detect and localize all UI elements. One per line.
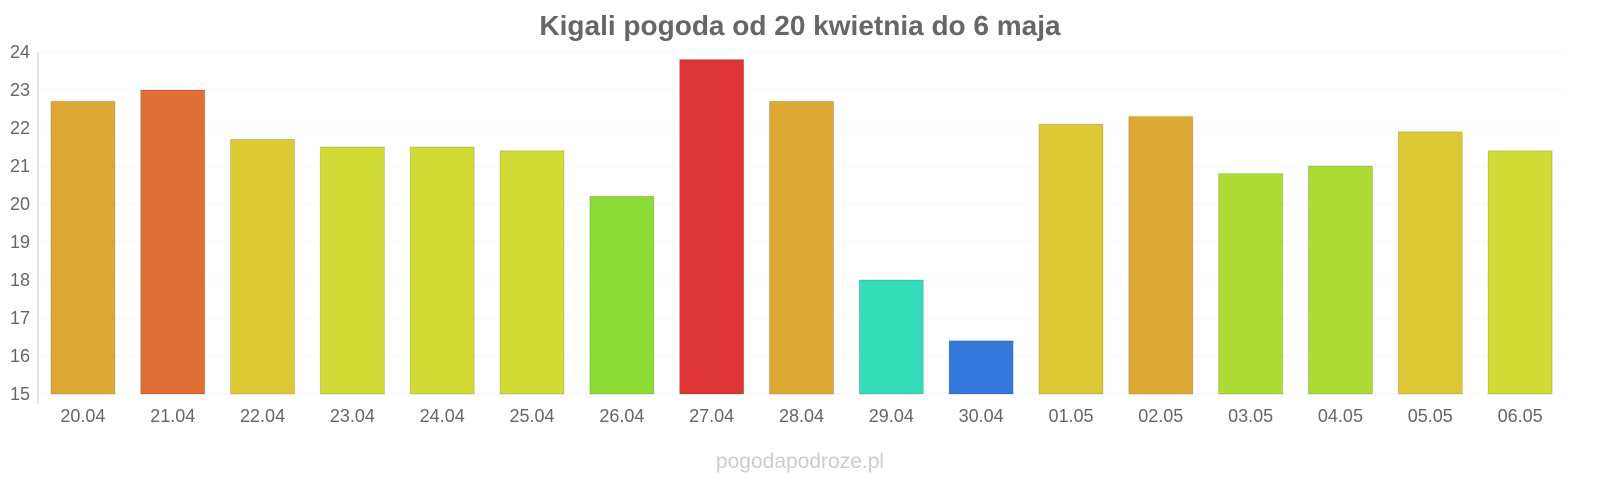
x-tick-label: 24.04 [420, 406, 465, 426]
bar-23.04 [319, 146, 385, 395]
x-tick-label: 29.04 [869, 406, 914, 426]
bar-01.05 [1038, 123, 1104, 395]
bar-22.04 [230, 138, 296, 395]
x-tick-label: 28.04 [779, 406, 824, 426]
bar-21.04 [140, 89, 206, 395]
x-tick-label: 21.04 [150, 406, 195, 426]
bar-04.05 [1307, 165, 1373, 395]
watermark: pogodapodroze.pl [715, 450, 885, 473]
y-tick-label: 15 [10, 384, 30, 404]
bar-02.05 [1128, 116, 1194, 395]
x-tick-label: 04.05 [1318, 406, 1363, 426]
bar-06.05 [1487, 150, 1553, 395]
x-tick-label: 03.05 [1228, 406, 1273, 426]
y-tick-label: 22 [10, 118, 30, 138]
x-tick-label: 22.04 [240, 406, 285, 426]
chart-title: Kigali pogoda od 20 kwietnia do 6 maja [539, 10, 1061, 41]
bar-03.05 [1218, 173, 1284, 395]
y-tick-label: 23 [10, 80, 30, 100]
bar-24.04 [409, 146, 475, 395]
x-tick-label: 30.04 [959, 406, 1004, 426]
bar-28.04 [769, 100, 834, 395]
bar-26.04 [589, 195, 655, 395]
y-tick-label: 21 [10, 156, 30, 176]
x-tick-label: 05.05 [1408, 406, 1453, 426]
x-tick-label: 26.04 [599, 406, 644, 426]
x-tick-label: 27.04 [689, 406, 734, 426]
x-tick-label: 23.04 [330, 406, 375, 426]
bar-29.04 [858, 279, 924, 395]
y-tick-label: 20 [10, 194, 30, 214]
x-tick-label: 25.04 [510, 406, 555, 426]
y-tick-label: 19 [10, 232, 30, 252]
bar-30.04 [948, 340, 1014, 395]
bar-27.04 [679, 59, 745, 395]
y-tick-label: 18 [10, 270, 30, 290]
bar-05.05 [1397, 131, 1463, 395]
y-tick-label: 16 [10, 346, 30, 366]
x-tick-label: 20.04 [60, 406, 105, 426]
x-tick-label: 01.05 [1048, 406, 1093, 426]
y-tick-label: 17 [10, 308, 30, 328]
bar-20.04 [50, 100, 116, 395]
bar-25.04 [499, 150, 565, 395]
y-tick-label: 24 [10, 42, 30, 62]
x-tick-label: 02.05 [1138, 406, 1183, 426]
x-tick-label: 06.05 [1498, 406, 1543, 426]
